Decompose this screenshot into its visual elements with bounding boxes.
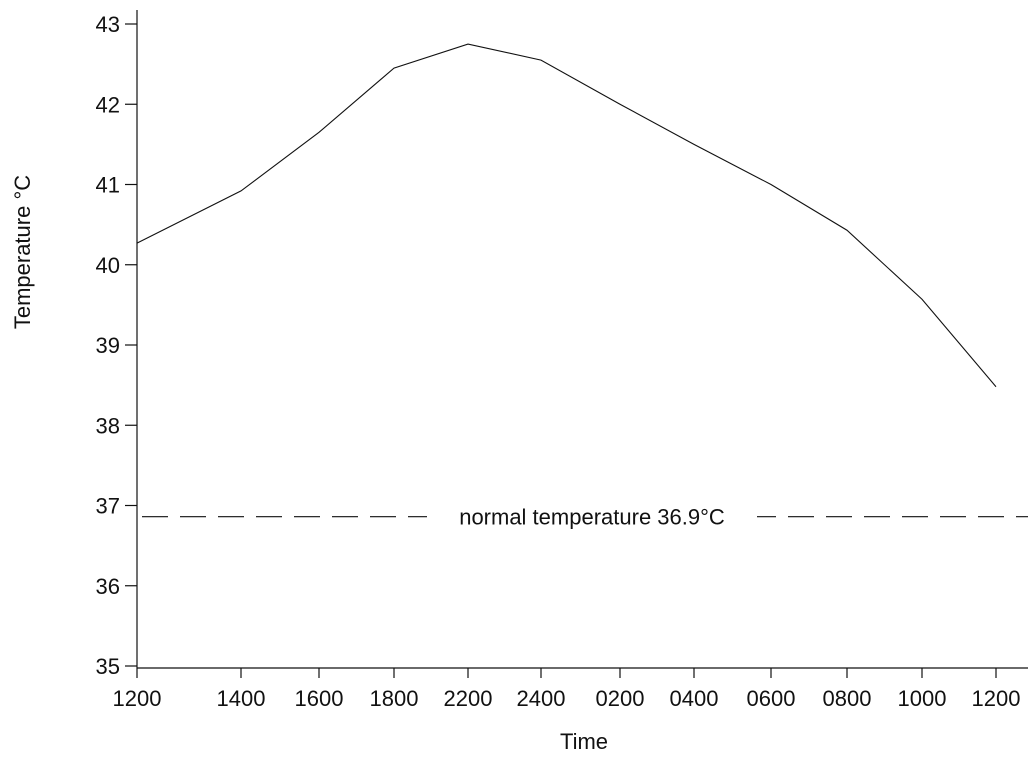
x-tick-label: 0600 xyxy=(747,686,796,711)
y-tick-label: 35 xyxy=(96,654,120,679)
x-tick-label: 2200 xyxy=(444,686,493,711)
x-tick-label: 1800 xyxy=(370,686,419,711)
y-axis-title: Temperature °C xyxy=(10,175,35,329)
x-tick-label: 1400 xyxy=(217,686,266,711)
y-tick-label: 40 xyxy=(96,253,120,278)
x-tick-label: 1000 xyxy=(898,686,947,711)
y-tick-label: 39 xyxy=(96,333,120,358)
y-tick-label: 37 xyxy=(96,494,120,519)
y-tick-label: 43 xyxy=(96,12,120,37)
x-tick-label: 1600 xyxy=(295,686,344,711)
x-axis-title: Time xyxy=(560,729,608,754)
y-tick-label: 36 xyxy=(96,574,120,599)
normal-temperature-label-background xyxy=(427,498,757,533)
y-tick-label: 42 xyxy=(96,92,120,117)
x-tick-label: 1200 xyxy=(113,686,162,711)
y-tick-label: 38 xyxy=(96,413,120,438)
normal-temperature-label: normal temperature 36.9°C xyxy=(459,505,725,530)
y-tick-label: 41 xyxy=(96,173,120,198)
x-tick-label: 2400 xyxy=(517,686,566,711)
x-tick-label: 0200 xyxy=(596,686,645,711)
x-tick-label: 1200 xyxy=(972,686,1021,711)
x-tick-label: 0400 xyxy=(670,686,719,711)
x-tick-label: 0800 xyxy=(823,686,872,711)
temperature-series-line xyxy=(136,43,997,388)
